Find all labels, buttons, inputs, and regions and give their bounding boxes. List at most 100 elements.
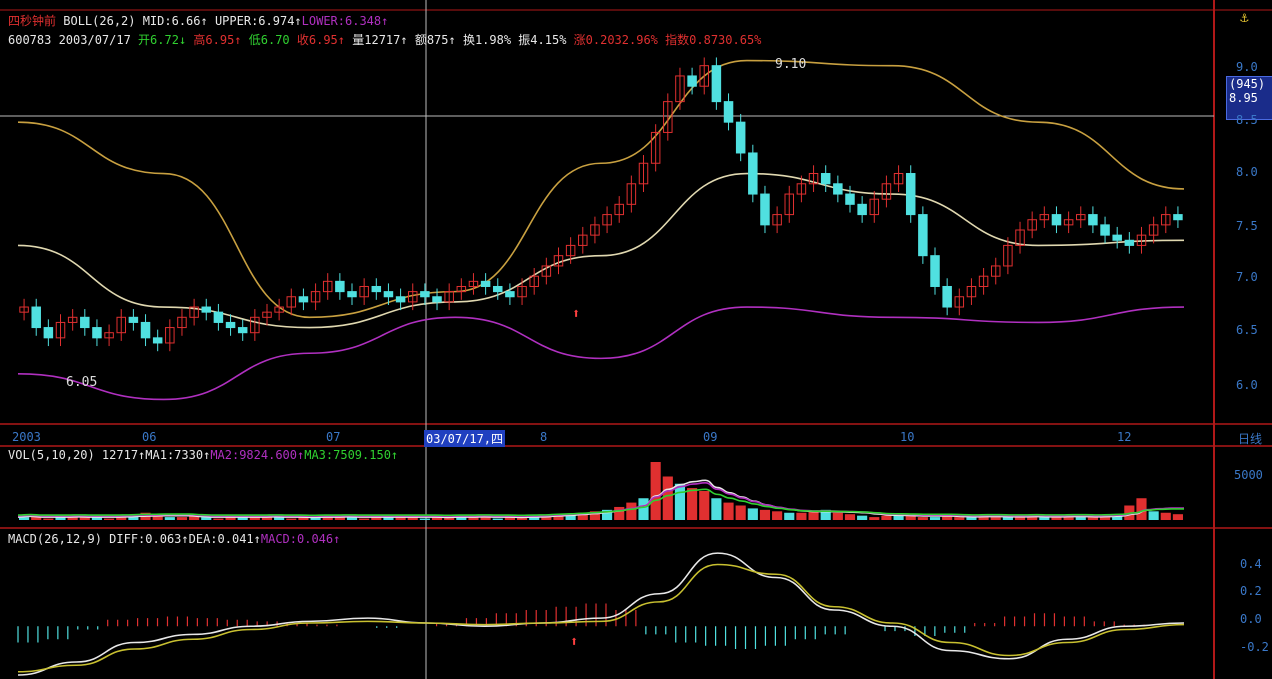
date-tick-label: 03/07/17,四 — [424, 430, 506, 447]
candle-body — [359, 285, 369, 298]
candle-body — [857, 203, 867, 216]
candle-body — [371, 285, 382, 293]
candle-body — [553, 255, 564, 267]
volume-bar — [844, 514, 856, 520]
volume-bar — [152, 515, 163, 520]
header.row2-segment: 指数0.8730.65% — [657, 33, 762, 47]
boll-mid-line — [17, 172, 1185, 329]
candle-body — [1112, 234, 1122, 241]
volume-bar — [274, 517, 285, 520]
volume-bar — [1099, 515, 1111, 520]
volume-bar — [1112, 514, 1123, 520]
volume-bar — [772, 511, 783, 520]
volume-bar — [602, 509, 613, 520]
candle-body — [468, 280, 479, 287]
volume-tick-label: 5000 — [1234, 468, 1263, 482]
pin-icon[interactable]: ⚓ — [1240, 10, 1249, 26]
volume-bar — [990, 517, 1001, 520]
volume-bar — [1075, 517, 1086, 520]
candle-body — [820, 173, 831, 185]
candle-body — [128, 316, 139, 323]
date-tick-label: 07 — [326, 430, 341, 444]
candle-body — [92, 327, 102, 339]
candle-body — [1161, 214, 1171, 226]
macd_header-segment: MACD:0.046↑ — [260, 532, 341, 546]
volume-bar — [225, 517, 236, 520]
candle-body — [80, 316, 90, 329]
volume-bar — [687, 488, 698, 520]
header.row2-segment: 额875↑ — [407, 33, 456, 47]
volume-bar — [91, 517, 103, 520]
candle-body — [310, 291, 321, 303]
volume-bar — [820, 509, 831, 520]
candle-body — [602, 214, 612, 226]
candle-body — [565, 244, 576, 257]
candle-body — [1088, 214, 1098, 226]
candle-body — [990, 265, 1001, 277]
candle-body — [845, 193, 855, 205]
candle-body — [893, 173, 904, 185]
header.row2-segment: 高6.95↑ — [186, 33, 242, 47]
candle-body — [1136, 234, 1147, 246]
volume-bar — [261, 517, 273, 520]
volume-bar — [541, 515, 552, 520]
volume-bar — [1063, 515, 1074, 520]
volume-bar — [1136, 498, 1147, 520]
price-tick-label: 6.0 — [1236, 378, 1258, 392]
volume-bar — [286, 518, 297, 520]
header.row2-segment: 开6.72↓ — [138, 33, 187, 47]
candle-body — [1039, 214, 1050, 221]
volume-bar — [55, 517, 66, 520]
candle-body — [152, 337, 163, 344]
volume-bar — [492, 518, 503, 520]
volume-bar — [869, 517, 880, 520]
candle-body — [869, 198, 880, 216]
price-tick-label: 6.5 — [1236, 323, 1258, 337]
macd-tick-label: -0.2 — [1240, 640, 1269, 654]
volume-bar — [917, 517, 928, 520]
candle-body — [881, 183, 892, 200]
header.row2-segment: 量12717↑ — [345, 33, 408, 47]
date-tick-label: 10 — [900, 430, 915, 444]
candle-body — [638, 162, 649, 185]
candle-body — [966, 285, 977, 298]
candle-body — [918, 214, 928, 257]
candle-body — [735, 121, 746, 154]
volume-bar — [1087, 517, 1098, 520]
boll-lower-line — [17, 306, 1185, 401]
candle-body — [493, 285, 503, 293]
candle-body — [760, 193, 770, 226]
volume-bar — [359, 518, 370, 520]
high-annotation: 9.10 — [775, 57, 807, 72]
candle-body — [687, 75, 697, 87]
candle-body — [177, 316, 187, 329]
vol_header-segment: MA1:7330↑ — [145, 448, 211, 462]
candle-body — [626, 183, 637, 205]
candle-body — [954, 296, 965, 308]
candle-body — [978, 275, 989, 287]
candle-body — [833, 183, 843, 195]
volume-bar — [796, 512, 807, 520]
date-tick-label: 09 — [703, 430, 718, 444]
macd_header-segment: DEA:0.041↑ — [188, 532, 261, 546]
volume-bar — [942, 515, 953, 520]
header.row2-segment: 振4.15% — [511, 33, 567, 47]
candle-body — [772, 214, 782, 226]
volume-header: VOL(5,10,20) 12717↑MA1:7330↑MA2:9824.600… — [8, 448, 398, 462]
volume-bar — [444, 517, 455, 520]
candle-body — [663, 101, 673, 133]
volume-bar — [1148, 511, 1159, 520]
candle-body — [189, 306, 199, 318]
volume-bar — [711, 498, 722, 520]
candle-body — [335, 280, 345, 293]
volume-bar — [893, 514, 904, 520]
price-tick-label: 7.5 — [1236, 219, 1258, 233]
macd-tick-label: 0.0 — [1240, 612, 1262, 626]
volume-bar — [1160, 512, 1171, 520]
volume-bar — [67, 517, 78, 520]
volume-bar — [176, 517, 188, 520]
volume-bar — [1027, 515, 1038, 520]
candle-body — [383, 291, 394, 298]
